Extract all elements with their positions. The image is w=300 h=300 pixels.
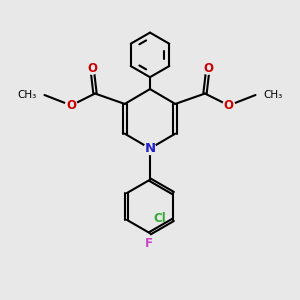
Text: O: O bbox=[203, 62, 213, 75]
Text: Cl: Cl bbox=[153, 212, 166, 225]
Text: N: N bbox=[144, 142, 156, 155]
Text: O: O bbox=[224, 99, 234, 112]
Text: F: F bbox=[145, 237, 152, 250]
Text: O: O bbox=[87, 62, 97, 75]
Circle shape bbox=[86, 62, 98, 74]
Circle shape bbox=[223, 100, 235, 111]
Circle shape bbox=[144, 142, 156, 154]
Text: CH₃: CH₃ bbox=[18, 90, 37, 100]
Text: O: O bbox=[66, 99, 76, 112]
Circle shape bbox=[65, 100, 77, 111]
Text: CH₃: CH₃ bbox=[263, 90, 282, 100]
Circle shape bbox=[202, 62, 214, 74]
